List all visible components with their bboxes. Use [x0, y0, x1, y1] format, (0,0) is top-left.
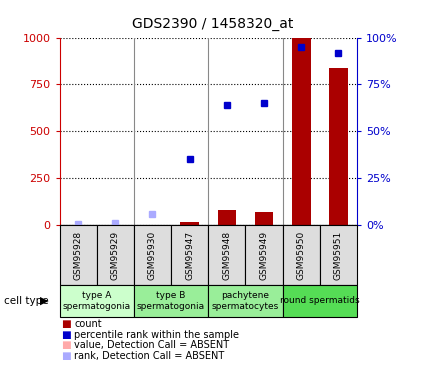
FancyBboxPatch shape: [60, 285, 134, 317]
Text: value, Detection Call = ABSENT: value, Detection Call = ABSENT: [74, 340, 230, 350]
FancyBboxPatch shape: [283, 225, 320, 285]
Text: GSM95929: GSM95929: [111, 230, 120, 280]
Text: ■: ■: [61, 320, 71, 329]
Text: round spermatids: round spermatids: [280, 296, 360, 305]
FancyBboxPatch shape: [60, 225, 96, 285]
FancyBboxPatch shape: [96, 225, 134, 285]
Text: GSM95949: GSM95949: [260, 230, 269, 280]
FancyBboxPatch shape: [171, 225, 208, 285]
Bar: [329, 68, 348, 225]
Text: ■: ■: [61, 330, 71, 340]
FancyBboxPatch shape: [283, 285, 357, 317]
Text: GSM95950: GSM95950: [297, 230, 306, 280]
Text: GSM95928: GSM95928: [74, 230, 82, 280]
FancyBboxPatch shape: [208, 285, 283, 317]
FancyBboxPatch shape: [134, 225, 171, 285]
Text: rank, Detection Call = ABSENT: rank, Detection Call = ABSENT: [74, 351, 225, 361]
Text: GSM95930: GSM95930: [148, 230, 157, 280]
Text: GSM95948: GSM95948: [222, 230, 231, 280]
Text: GDS2390 / 1458320_at: GDS2390 / 1458320_at: [132, 17, 293, 31]
Bar: [292, 38, 311, 225]
Text: ▶: ▶: [40, 296, 49, 306]
Bar: [255, 212, 273, 225]
Text: pachytene
spermatocytes: pachytene spermatocytes: [212, 291, 279, 310]
FancyBboxPatch shape: [245, 225, 283, 285]
Bar: [180, 222, 199, 225]
FancyBboxPatch shape: [134, 285, 208, 317]
Text: GSM95951: GSM95951: [334, 230, 343, 280]
Text: type B
spermatogonia: type B spermatogonia: [137, 291, 205, 310]
FancyBboxPatch shape: [208, 225, 245, 285]
Bar: [218, 210, 236, 225]
Text: GSM95947: GSM95947: [185, 230, 194, 280]
Text: ■: ■: [61, 351, 71, 361]
Text: type A
spermatogonia: type A spermatogonia: [62, 291, 131, 310]
Text: percentile rank within the sample: percentile rank within the sample: [74, 330, 239, 340]
Text: ■: ■: [61, 340, 71, 350]
FancyBboxPatch shape: [320, 225, 357, 285]
Text: count: count: [74, 320, 102, 329]
Text: cell type: cell type: [4, 296, 49, 306]
